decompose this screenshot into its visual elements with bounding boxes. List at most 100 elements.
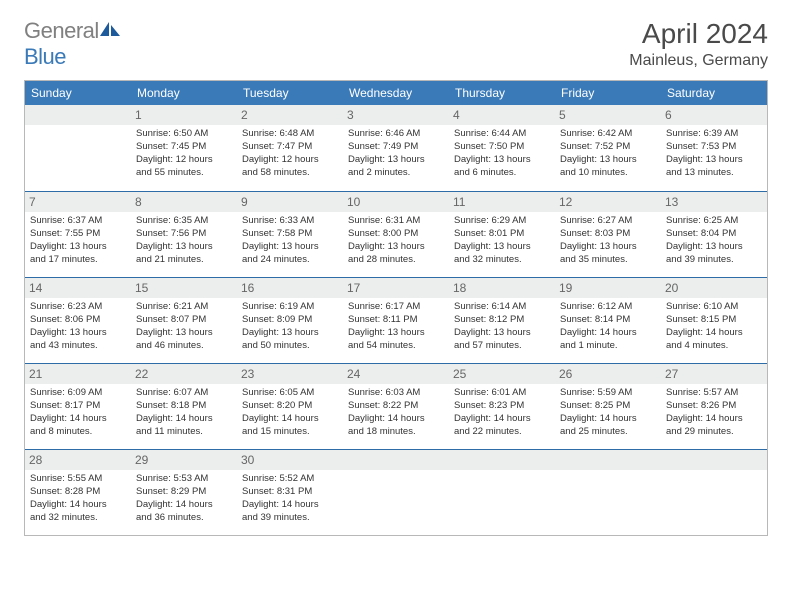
- daylight-text: Daylight: 13 hours: [136, 241, 232, 254]
- sunset-text: Sunset: 8:04 PM: [666, 228, 762, 241]
- page-title: April 2024: [629, 18, 768, 50]
- day-number: 18: [449, 278, 555, 298]
- sunrise-text: Sunrise: 6:23 AM: [30, 301, 126, 314]
- day-number: 2: [237, 105, 343, 125]
- sunset-text: Sunset: 8:09 PM: [242, 314, 338, 327]
- calendar-day-empty: [661, 449, 767, 535]
- daylight-text: Daylight: 13 hours: [560, 241, 656, 254]
- daylight-text: Daylight: 12 hours: [136, 154, 232, 167]
- daylight-text: and 22 minutes.: [454, 426, 550, 439]
- day-number: 10: [343, 192, 449, 212]
- sunset-text: Sunset: 7:45 PM: [136, 141, 232, 154]
- sunset-text: Sunset: 7:49 PM: [348, 141, 444, 154]
- day-number: 24: [343, 364, 449, 384]
- sunset-text: Sunset: 7:50 PM: [454, 141, 550, 154]
- logo-text-b: Blue: [24, 44, 66, 69]
- daylight-text: Daylight: 14 hours: [30, 499, 126, 512]
- sunrise-text: Sunrise: 5:57 AM: [666, 387, 762, 400]
- sunset-text: Sunset: 8:29 PM: [136, 486, 232, 499]
- day-number: 28: [25, 450, 131, 470]
- calendar-day: 25Sunrise: 6:01 AMSunset: 8:23 PMDayligh…: [449, 363, 555, 449]
- daylight-text: Daylight: 14 hours: [560, 413, 656, 426]
- sunrise-text: Sunrise: 6:05 AM: [242, 387, 338, 400]
- daylight-text: and 4 minutes.: [666, 340, 762, 353]
- sunrise-text: Sunrise: 6:09 AM: [30, 387, 126, 400]
- day-number: 13: [661, 192, 767, 212]
- day-number: 11: [449, 192, 555, 212]
- day-number: 5: [555, 105, 661, 125]
- day-number: [555, 450, 661, 470]
- sunrise-text: Sunrise: 6:12 AM: [560, 301, 656, 314]
- day-number: 21: [25, 364, 131, 384]
- daylight-text: and 57 minutes.: [454, 340, 550, 353]
- daylight-text: and 24 minutes.: [242, 254, 338, 267]
- sunset-text: Sunset: 7:47 PM: [242, 141, 338, 154]
- daylight-text: and 2 minutes.: [348, 167, 444, 180]
- calendar-week: 7Sunrise: 6:37 AMSunset: 7:55 PMDaylight…: [25, 191, 767, 277]
- calendar-day: 12Sunrise: 6:27 AMSunset: 8:03 PMDayligh…: [555, 191, 661, 277]
- sunrise-text: Sunrise: 6:29 AM: [454, 215, 550, 228]
- daylight-text: Daylight: 14 hours: [666, 327, 762, 340]
- daylight-text: and 55 minutes.: [136, 167, 232, 180]
- calendar-day: 8Sunrise: 6:35 AMSunset: 7:56 PMDaylight…: [131, 191, 237, 277]
- daylight-text: and 21 minutes.: [136, 254, 232, 267]
- weekday-header: Thursday: [449, 81, 555, 105]
- daylight-text: and 11 minutes.: [136, 426, 232, 439]
- daylight-text: Daylight: 13 hours: [136, 327, 232, 340]
- sunrise-text: Sunrise: 6:39 AM: [666, 128, 762, 141]
- logo: General Blue: [24, 18, 120, 70]
- sunset-text: Sunset: 8:23 PM: [454, 400, 550, 413]
- calendar-day: 30Sunrise: 5:52 AMSunset: 8:31 PMDayligh…: [237, 449, 343, 535]
- sunset-text: Sunset: 7:53 PM: [666, 141, 762, 154]
- calendar-day: 7Sunrise: 6:37 AMSunset: 7:55 PMDaylight…: [25, 191, 131, 277]
- sunrise-text: Sunrise: 6:42 AM: [560, 128, 656, 141]
- daylight-text: Daylight: 13 hours: [242, 241, 338, 254]
- sunrise-text: Sunrise: 6:37 AM: [30, 215, 126, 228]
- sunset-text: Sunset: 7:58 PM: [242, 228, 338, 241]
- calendar-day: 5Sunrise: 6:42 AMSunset: 7:52 PMDaylight…: [555, 105, 661, 191]
- calendar-day: 17Sunrise: 6:17 AMSunset: 8:11 PMDayligh…: [343, 277, 449, 363]
- daylight-text: and 29 minutes.: [666, 426, 762, 439]
- sunrise-text: Sunrise: 5:52 AM: [242, 473, 338, 486]
- sunset-text: Sunset: 8:22 PM: [348, 400, 444, 413]
- daylight-text: Daylight: 13 hours: [30, 241, 126, 254]
- weekday-header: Monday: [131, 81, 237, 105]
- daylight-text: Daylight: 14 hours: [666, 413, 762, 426]
- sunset-text: Sunset: 8:03 PM: [560, 228, 656, 241]
- sunset-text: Sunset: 8:11 PM: [348, 314, 444, 327]
- weekday-header: Saturday: [661, 81, 767, 105]
- sunset-text: Sunset: 8:12 PM: [454, 314, 550, 327]
- daylight-text: and 17 minutes.: [30, 254, 126, 267]
- daylight-text: and 6 minutes.: [454, 167, 550, 180]
- calendar-day-empty: [449, 449, 555, 535]
- calendar-day: 11Sunrise: 6:29 AMSunset: 8:01 PMDayligh…: [449, 191, 555, 277]
- daylight-text: Daylight: 13 hours: [30, 327, 126, 340]
- calendar-day: 13Sunrise: 6:25 AMSunset: 8:04 PMDayligh…: [661, 191, 767, 277]
- calendar-day: 16Sunrise: 6:19 AMSunset: 8:09 PMDayligh…: [237, 277, 343, 363]
- daylight-text: and 8 minutes.: [30, 426, 126, 439]
- weekday-header: Tuesday: [237, 81, 343, 105]
- sunrise-text: Sunrise: 6:35 AM: [136, 215, 232, 228]
- day-number: [661, 450, 767, 470]
- day-number: 23: [237, 364, 343, 384]
- sunset-text: Sunset: 8:18 PM: [136, 400, 232, 413]
- calendar-day: 24Sunrise: 6:03 AMSunset: 8:22 PMDayligh…: [343, 363, 449, 449]
- calendar-day: 19Sunrise: 6:12 AMSunset: 8:14 PMDayligh…: [555, 277, 661, 363]
- daylight-text: and 13 minutes.: [666, 167, 762, 180]
- header: General Blue April 2024 Mainleus, German…: [24, 18, 768, 70]
- daylight-text: and 1 minute.: [560, 340, 656, 353]
- calendar-day: 21Sunrise: 6:09 AMSunset: 8:17 PMDayligh…: [25, 363, 131, 449]
- day-number: 6: [661, 105, 767, 125]
- daylight-text: and 54 minutes.: [348, 340, 444, 353]
- daylight-text: Daylight: 13 hours: [242, 327, 338, 340]
- calendar-day: 9Sunrise: 6:33 AMSunset: 7:58 PMDaylight…: [237, 191, 343, 277]
- sunrise-text: Sunrise: 6:27 AM: [560, 215, 656, 228]
- sunrise-text: Sunrise: 6:19 AM: [242, 301, 338, 314]
- day-number: 3: [343, 105, 449, 125]
- day-number: 17: [343, 278, 449, 298]
- sunrise-text: Sunrise: 5:59 AM: [560, 387, 656, 400]
- weekday-header: Sunday: [25, 81, 131, 105]
- sunset-text: Sunset: 8:00 PM: [348, 228, 444, 241]
- daylight-text: and 39 minutes.: [666, 254, 762, 267]
- calendar-day: 28Sunrise: 5:55 AMSunset: 8:28 PMDayligh…: [25, 449, 131, 535]
